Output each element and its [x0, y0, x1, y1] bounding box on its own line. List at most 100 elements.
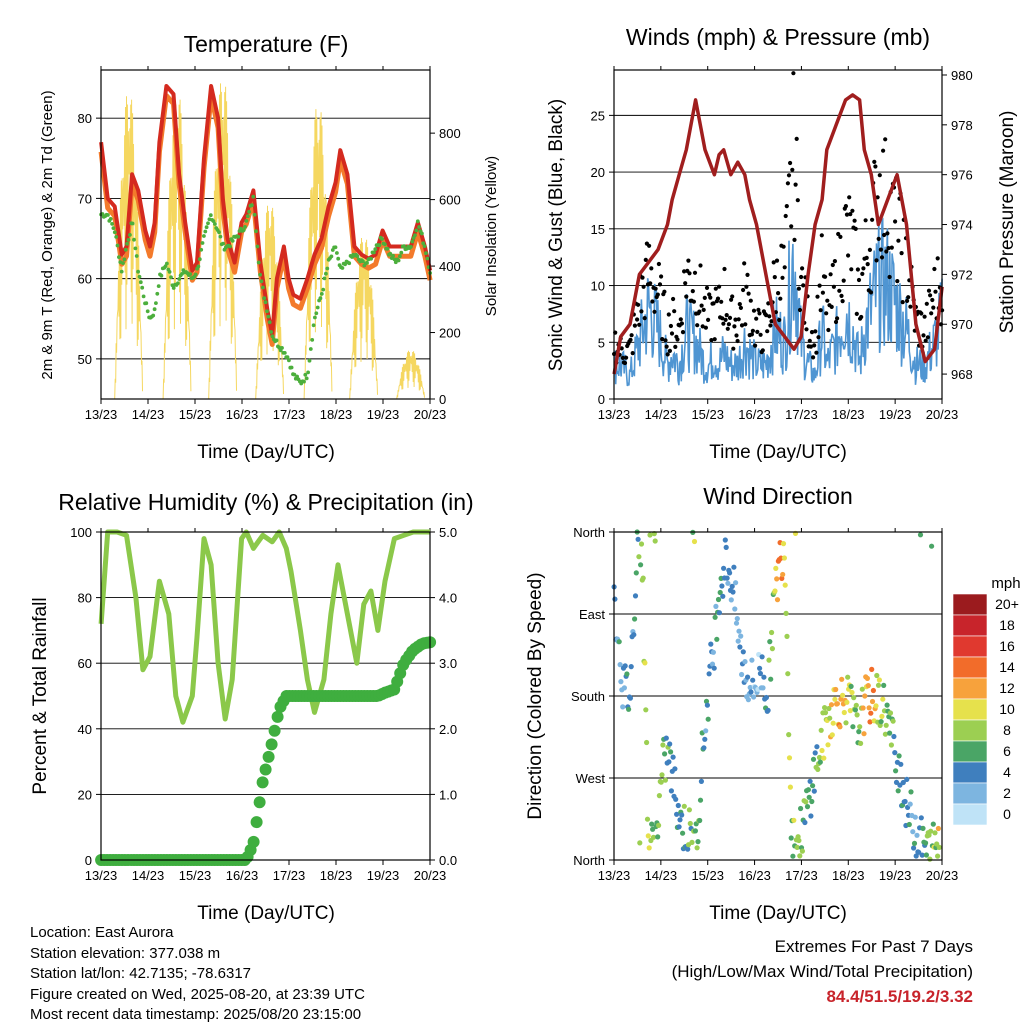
temperature-xtick-label: 15/23 — [179, 407, 212, 422]
humidity-xlabel: Time (Day/UTC) — [197, 903, 335, 924]
colorbar-swatch — [952, 698, 988, 721]
dewpoint-point — [325, 266, 330, 271]
gust-point — [712, 337, 717, 342]
gust-point — [745, 272, 750, 277]
wind-direction-point — [869, 666, 875, 673]
dewpoint-point — [289, 365, 294, 370]
wind-direction-point — [621, 685, 628, 691]
gust-point — [639, 309, 644, 314]
winds-ytick-label: 15 — [591, 222, 605, 237]
winds-ylabel-left: Sonic Wind & Gust (Blue, Black) — [546, 99, 567, 371]
wind-direction-point — [662, 751, 668, 757]
gust-point — [641, 284, 646, 289]
wind-direction-point — [644, 816, 651, 822]
dewpoint-point — [199, 247, 204, 252]
winds-ytick-right-label: 976 — [951, 168, 973, 183]
wind-direction-point — [709, 661, 716, 667]
dewpoint-point — [424, 251, 428, 256]
gust-point — [923, 338, 928, 343]
dewpoint-point — [188, 272, 193, 276]
dewpoint-point — [310, 338, 315, 342]
gust-point — [874, 258, 879, 263]
dewpoint-point — [254, 229, 258, 234]
wind-direction-point — [935, 853, 941, 859]
gust-point — [695, 323, 700, 328]
gust-point — [828, 272, 833, 277]
direction-ytick-label: West — [576, 771, 606, 786]
gust-point — [726, 322, 732, 327]
gust-point — [820, 290, 826, 295]
wind-direction-point — [626, 706, 632, 712]
wind-direction-point — [805, 787, 812, 793]
gust-point — [788, 160, 793, 166]
gust-point — [797, 307, 803, 313]
wind-direction-point — [810, 756, 817, 762]
humidity-xtick-label: 18/23 — [320, 868, 353, 883]
dewpoint-point — [306, 370, 310, 375]
humidity-ytick-right-label: 0.0 — [439, 853, 457, 868]
colorbar-swatch — [952, 782, 988, 805]
wind-direction-point — [616, 639, 622, 645]
dewpoint-point — [244, 219, 249, 223]
gust-point — [711, 301, 716, 306]
wind-direction-point — [882, 731, 889, 737]
station-elevation: Station elevation: 377.038 m — [30, 944, 221, 962]
wind-direction-point — [713, 603, 719, 610]
dewpoint-point — [270, 334, 275, 339]
wind-direction-point — [774, 576, 780, 582]
gust-point — [807, 338, 812, 343]
wind-direction-point — [767, 639, 773, 645]
wind-direction-point — [936, 844, 942, 851]
wind-direction-point — [749, 657, 755, 663]
humidity-ytick-label: 80 — [78, 591, 92, 606]
dewpoint-point — [211, 219, 216, 224]
wind-direction-point — [697, 817, 703, 824]
gust-point — [836, 231, 841, 237]
direction-xtick-label: 17/23 — [785, 868, 818, 883]
dewpoint-point — [365, 260, 369, 265]
dewpoint-point — [307, 358, 312, 363]
humidity-frame — [100, 531, 431, 861]
wind-direction-point — [620, 704, 626, 710]
gust-point — [844, 212, 850, 217]
dewpoint-point — [202, 234, 206, 238]
wind-direction-point — [891, 733, 897, 740]
direction-ytick-label: East — [579, 607, 605, 622]
dewpoint-point — [265, 309, 269, 314]
gust-point — [794, 136, 799, 141]
dewpoint-point — [252, 212, 257, 217]
gust-point — [725, 326, 730, 331]
dewpoint-point — [259, 279, 264, 284]
gust-point — [769, 319, 774, 324]
wind-direction-point — [911, 840, 918, 847]
dewpoint-point — [385, 246, 390, 251]
dewpoint-point — [156, 284, 161, 288]
gust-point — [872, 159, 877, 164]
gust-point — [864, 255, 869, 260]
wind-direction-point — [733, 580, 739, 586]
wind-direction-point — [715, 596, 722, 603]
wind-direction-point — [814, 744, 820, 750]
gust-point — [678, 317, 683, 322]
relative-humidity-line — [98, 529, 431, 725]
dewpoint-point — [169, 275, 173, 280]
wind-direction-point — [714, 636, 720, 642]
dewpoint-point — [123, 247, 128, 252]
winds-ytick-label: 0 — [598, 392, 605, 407]
gust-point — [935, 256, 940, 261]
gust-point — [929, 311, 934, 316]
station-latlon: Station lat/lon: 42.7135; -78.6317 — [30, 965, 252, 982]
wind-direction-point — [765, 707, 771, 714]
wind-direction-point — [668, 749, 674, 755]
precip-point — [259, 763, 272, 776]
dewpoint-point — [196, 264, 201, 269]
winds-xtick-label: 15/23 — [691, 407, 724, 422]
wind-direction-point — [786, 732, 792, 738]
dewpoint-point — [137, 274, 142, 279]
wind-direction-point — [840, 692, 846, 698]
gust-point — [793, 182, 798, 187]
gust-point — [746, 291, 751, 296]
dewpoint-point — [136, 269, 141, 274]
gust-point — [760, 348, 765, 353]
